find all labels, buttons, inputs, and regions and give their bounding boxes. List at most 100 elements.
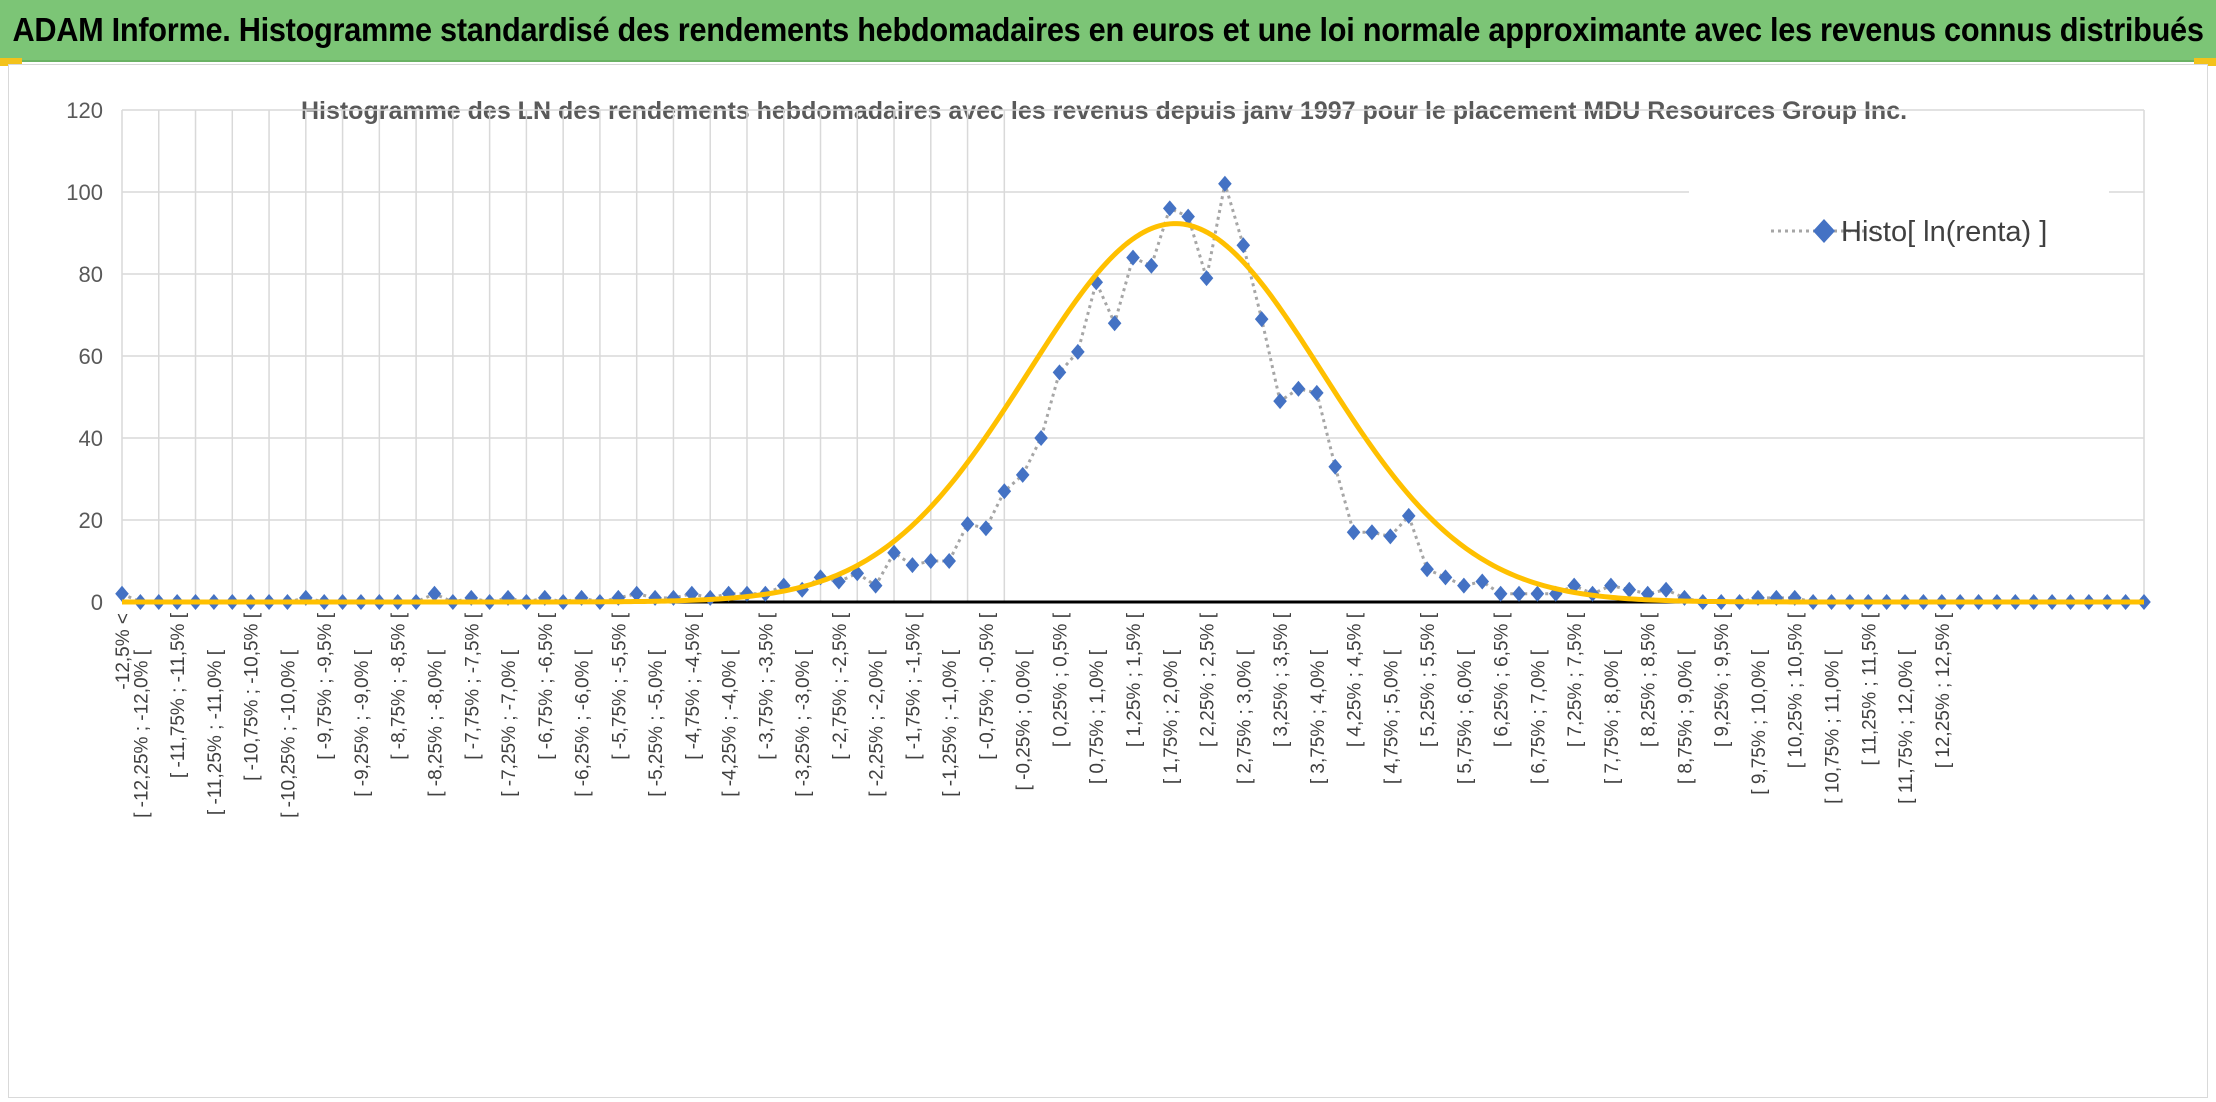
histogram-point bbox=[942, 553, 956, 569]
histogram-point bbox=[1604, 577, 1618, 594]
histogram-point bbox=[1401, 507, 1416, 524]
x-tick-label: [ 2,75% ; 3,0% [ bbox=[1234, 649, 1255, 784]
x-tick-label: [ -6,75% ; -6,5% [ bbox=[536, 612, 557, 760]
histogram-point bbox=[1365, 524, 1379, 541]
x-tick-label: [ -1,25% ; -1,0% [ bbox=[940, 649, 961, 797]
histogram-chart: Histogramme des LN des rendements hebdom… bbox=[66, 97, 2151, 818]
histogram-point bbox=[1236, 237, 1251, 254]
legend-box bbox=[1689, 131, 2109, 231]
histogram-point bbox=[1291, 380, 1306, 397]
legend: Histo[ ln(renta) ] bbox=[1689, 131, 2109, 248]
y-tick-label: 80 bbox=[79, 262, 103, 287]
y-tick-label: 100 bbox=[66, 180, 103, 205]
histogram-point bbox=[868, 577, 883, 594]
histogram-point bbox=[1493, 585, 1508, 602]
histogram-point bbox=[1622, 581, 1637, 598]
x-tick-label: [ 0,75% ; 1,0% [ bbox=[1087, 649, 1108, 784]
y-tick-label: 20 bbox=[79, 508, 103, 533]
histogram-point bbox=[740, 585, 754, 602]
histogram-point bbox=[1162, 200, 1177, 217]
histogram-point bbox=[1052, 364, 1067, 381]
histogram-point bbox=[905, 557, 920, 574]
x-tick-label: [ -2,75% ; -2,5% [ bbox=[830, 612, 851, 760]
histogram-point bbox=[629, 585, 644, 602]
y-tick-label: 40 bbox=[79, 426, 103, 451]
histogram-point bbox=[997, 483, 1012, 500]
histogram-point bbox=[115, 585, 129, 602]
normal-curve bbox=[122, 221, 2144, 605]
legend-marker bbox=[1813, 219, 1835, 243]
corner-accent-left bbox=[0, 58, 22, 66]
histogram-point bbox=[1126, 249, 1140, 266]
report-header: ADAM Informe. Histogramme standardisé de… bbox=[0, 0, 2216, 62]
x-tick-label: [ 4,75% ; 5,0% [ bbox=[1381, 649, 1402, 784]
x-tick-label: [ 0,25% ; 0,5% [ bbox=[1050, 612, 1071, 747]
x-tick-label: -12,5% < bbox=[113, 613, 134, 690]
x-tick-label: [ -10,25% ; -10,0% [ bbox=[278, 649, 299, 818]
y-axis-ticks: 0 20 40 60 80 100 120 bbox=[66, 98, 103, 615]
x-tick-label: [ 11,75% ; 12,0% [ bbox=[1896, 649, 1917, 804]
x-tick-label: [ 7,25% ; 7,5% [ bbox=[1565, 612, 1586, 747]
report-title: ADAM Informe. Histogramme standardisé de… bbox=[12, 11, 2204, 48]
histogram-point bbox=[1383, 528, 1398, 545]
x-tick-label: [ -4,75% ; -4,5% [ bbox=[683, 612, 704, 760]
x-tick-label: [ 10,75% ; 11,0% [ bbox=[1823, 649, 1844, 804]
x-tick-label: [ 5,75% ; 6,0% [ bbox=[1455, 649, 1476, 784]
histogram-point bbox=[1218, 175, 1232, 192]
histogram-point bbox=[611, 589, 626, 606]
x-tick-label: [ 9,75% ; 10,0% [ bbox=[1749, 649, 1770, 794]
histogram-point bbox=[1346, 524, 1361, 541]
horizontal-gridlines bbox=[122, 109, 2144, 521]
y-tick-label: 0 bbox=[91, 590, 103, 615]
histogram-point bbox=[960, 516, 975, 533]
x-tick-label: [ -6,25% ; -6,0% [ bbox=[573, 649, 594, 797]
histogram-point bbox=[1034, 430, 1048, 446]
histogram-point bbox=[887, 544, 901, 561]
histogram-point bbox=[924, 553, 938, 569]
x-tick-label: [ -4,25% ; -4,0% [ bbox=[720, 649, 741, 797]
histogram-point bbox=[1144, 257, 1159, 274]
x-tick-label: [ 2,25% ; 2,5% [ bbox=[1198, 612, 1219, 747]
x-tick-label: [ -10,75% ; -10,5% [ bbox=[242, 612, 263, 781]
x-tick-label: [ 11,25% ; 11,5% [ bbox=[1859, 612, 1880, 765]
histogram-point bbox=[1015, 466, 1030, 483]
histogram-point bbox=[1254, 311, 1269, 328]
x-tick-label: [ 3,25% ; 3,5% [ bbox=[1271, 612, 1292, 747]
x-tick-label: [ -9,75% ; -9,5% [ bbox=[315, 612, 336, 760]
chart-area: Histogramme des LN des rendements hebdom… bbox=[8, 64, 2208, 1098]
x-tick-label: [ 3,75% ; 4,0% [ bbox=[1308, 649, 1329, 784]
x-tick-label: [ 6,25% ; 6,5% [ bbox=[1492, 612, 1513, 747]
y-tick-label: 60 bbox=[79, 344, 103, 369]
x-axis-ticks: -12,5% <[ -12,25% ; -12,0% [[ -11,75% ; … bbox=[113, 612, 1954, 818]
x-tick-label: [ -1,75% ; -1,5% [ bbox=[903, 612, 924, 760]
x-tick-label: [ 9,25% ; 9,5% [ bbox=[1712, 612, 1733, 747]
x-tick-label: [ -0,75% ; -0,5% [ bbox=[977, 612, 998, 760]
x-tick-label: [ 1,75% ; 2,0% [ bbox=[1161, 649, 1182, 784]
histogram-point bbox=[1071, 343, 1085, 360]
x-tick-label: [ -11,75% ; -11,5% [ bbox=[168, 612, 189, 778]
chart-title: Histogramme des LN des rendements hebdom… bbox=[301, 97, 1907, 125]
histogram-point bbox=[1659, 581, 1673, 598]
x-tick-label: [ 4,25% ; 4,5% [ bbox=[1345, 612, 1366, 747]
x-tick-label: [ -7,25% ; -7,0% [ bbox=[499, 649, 520, 797]
histogram-point bbox=[979, 520, 993, 537]
histogram-point bbox=[427, 585, 442, 602]
x-tick-label: [ 10,25% ; 10,5% [ bbox=[1786, 612, 1807, 768]
x-tick-label: [ -8,25% ; -8,0% [ bbox=[425, 649, 446, 797]
x-tick-label: [ 7,75% ; 8,0% [ bbox=[1602, 649, 1623, 784]
x-tick-label: [ -3,75% ; -3,5% [ bbox=[756, 612, 777, 760]
x-tick-label: [ 1,25% ; 1,5% [ bbox=[1124, 612, 1145, 747]
x-tick-label: [ -5,25% ; -5,0% [ bbox=[646, 649, 667, 797]
corner-accent-right bbox=[2194, 58, 2216, 66]
histogram-point bbox=[1107, 315, 1122, 332]
histogram-point bbox=[1420, 561, 1434, 578]
histogram-point bbox=[1181, 208, 1195, 225]
x-tick-label: [ -3,25% ; -3,0% [ bbox=[793, 649, 814, 797]
histogram-point bbox=[1438, 569, 1453, 586]
histogram-point bbox=[1530, 585, 1545, 602]
histogram-point bbox=[1475, 573, 1490, 590]
histogram-point bbox=[1328, 458, 1342, 475]
x-tick-label: [ -0,25% ; 0,0% [ bbox=[1014, 649, 1035, 790]
histogram-point bbox=[1310, 384, 1324, 401]
y-tick-label: 120 bbox=[66, 98, 103, 123]
